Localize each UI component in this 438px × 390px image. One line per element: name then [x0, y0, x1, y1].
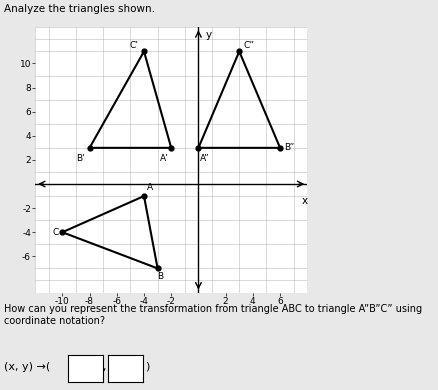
- Text: A”: A”: [199, 154, 209, 163]
- Text: A’: A’: [159, 154, 168, 163]
- Text: Analyze the triangles shown.: Analyze the triangles shown.: [4, 4, 155, 14]
- Text: ,: ,: [102, 362, 106, 372]
- Text: B’: B’: [76, 154, 85, 163]
- Text: A: A: [146, 183, 152, 192]
- Text: ): ): [145, 362, 149, 372]
- Text: x: x: [301, 196, 307, 206]
- Text: (x, y) →(: (x, y) →(: [4, 362, 50, 372]
- Text: C: C: [52, 228, 58, 237]
- Text: C”: C”: [243, 41, 254, 50]
- Text: B: B: [157, 272, 163, 281]
- Text: How can you represent the transformation from triangle ABC to triangle A”B”C” us: How can you represent the transformation…: [4, 304, 421, 326]
- Text: y: y: [205, 30, 211, 40]
- Text: C’: C’: [129, 41, 138, 50]
- Text: B”: B”: [283, 144, 294, 152]
